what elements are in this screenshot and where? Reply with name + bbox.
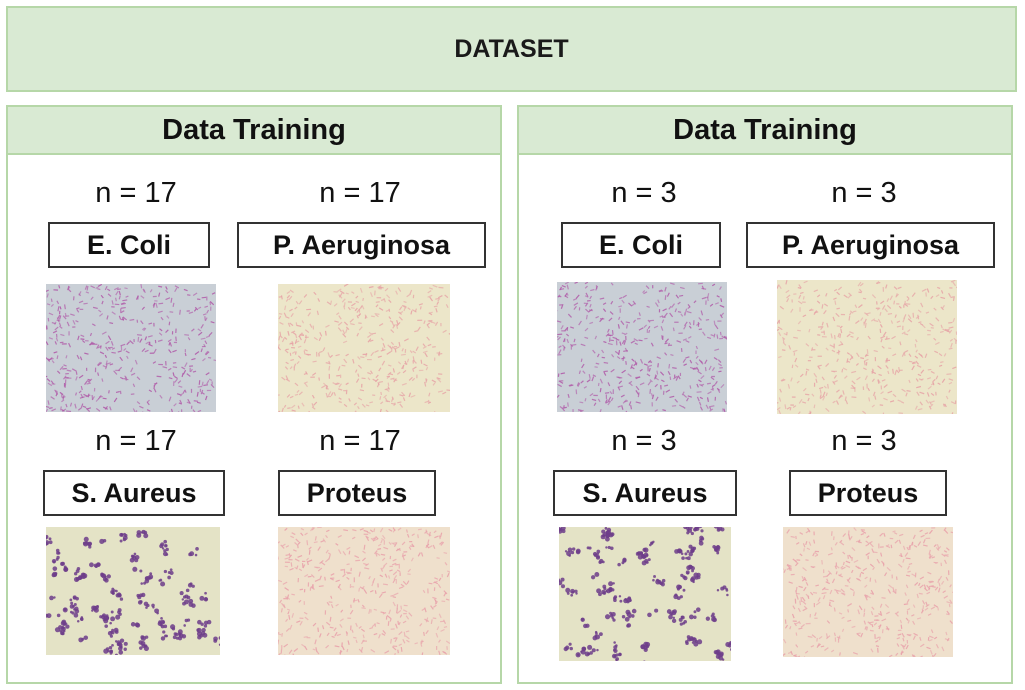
micrograph-ecoli <box>557 282 727 412</box>
label-proteus: Proteus <box>278 470 436 516</box>
count-s-aureus: n = 17 <box>95 425 177 457</box>
label-s-aureus: S. Aureus <box>553 470 737 516</box>
count-p-aeruginosa: n = 3 <box>831 177 897 209</box>
s-aureus-micrograph <box>46 527 220 655</box>
p-aeruginosa-micrograph <box>278 284 450 412</box>
p-aeruginosa-micrograph <box>777 280 957 414</box>
micrograph-p-aeruginosa <box>278 284 450 412</box>
micrograph-s-aureus <box>46 527 220 655</box>
ecoli-micrograph <box>46 284 216 412</box>
panel-header: Data Training <box>519 107 1011 155</box>
training-panel-left: Data Training n = 17 E. Coli n = 17 P. A… <box>6 105 502 684</box>
ecoli-micrograph <box>557 282 727 412</box>
count-ecoli: n = 3 <box>611 177 677 209</box>
dataset-header: DATASET <box>6 6 1017 92</box>
proteus-micrograph <box>278 527 450 655</box>
proteus-micrograph <box>783 527 953 657</box>
micrograph-proteus <box>278 527 450 655</box>
label-ecoli: E. Coli <box>561 222 721 268</box>
count-s-aureus: n = 3 <box>611 425 677 457</box>
count-ecoli: n = 17 <box>95 177 177 209</box>
micrograph-s-aureus <box>559 527 731 661</box>
label-p-aeruginosa: P. Aeruginosa <box>237 222 486 268</box>
panel-header: Data Training <box>8 107 500 155</box>
label-p-aeruginosa: P. Aeruginosa <box>746 222 995 268</box>
label-s-aureus: S. Aureus <box>43 470 225 516</box>
panel-title: Data Training <box>673 113 857 146</box>
micrograph-ecoli <box>46 284 216 412</box>
micrograph-proteus <box>783 527 953 657</box>
label-proteus: Proteus <box>789 470 947 516</box>
micrograph-p-aeruginosa <box>777 280 957 414</box>
panel-title: Data Training <box>162 113 346 146</box>
count-p-aeruginosa: n = 17 <box>319 177 401 209</box>
dataset-title: DATASET <box>454 34 569 63</box>
count-proteus: n = 17 <box>319 425 401 457</box>
s-aureus-micrograph <box>559 527 731 661</box>
label-ecoli: E. Coli <box>48 222 210 268</box>
training-panel-right: Data Training n = 3 E. Coli n = 3 P. Aer… <box>517 105 1013 684</box>
count-proteus: n = 3 <box>831 425 897 457</box>
